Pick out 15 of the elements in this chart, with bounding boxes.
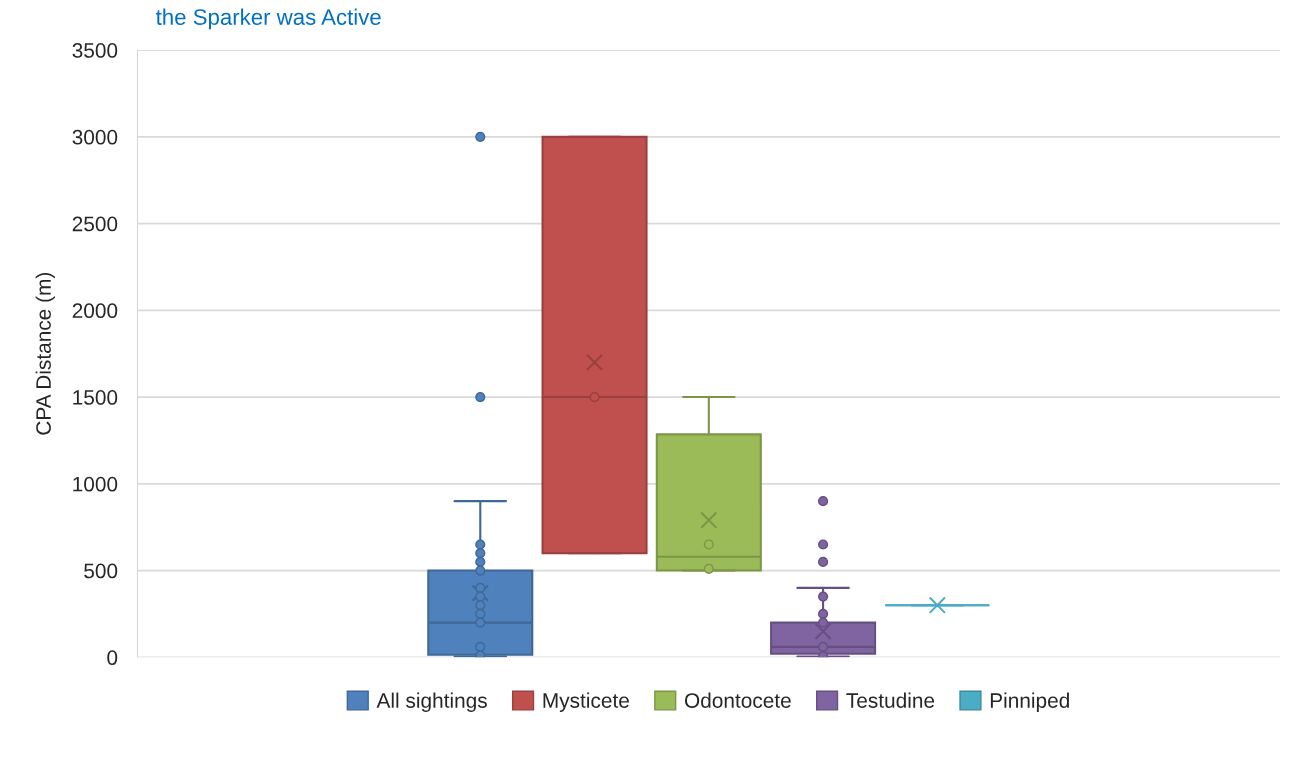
y-tick-label: 3500 <box>72 43 118 58</box>
y-tick-label: 500 <box>84 563 118 579</box>
y-tick-label: 2500 <box>72 216 118 232</box>
legend-label: Testudine <box>846 692 935 708</box>
y-tick-label: 1500 <box>73 390 118 405</box>
y-tick-label: 2000 <box>72 303 118 319</box>
y-tick-label: 3000 <box>72 129 118 145</box>
legend-label: Pinniped <box>990 692 1069 713</box>
y-tick-label: 1000 <box>73 476 118 492</box>
legend-label: Odontocete <box>684 692 791 708</box>
y-axis-title: CPA Distance (m) <box>35 272 56 435</box>
legend-label: All sightings <box>376 692 487 713</box>
chart-title: the Sparker was Active <box>155 8 381 30</box>
legend-label: Mysticete <box>543 692 629 713</box>
y-tick-label: 0 <box>107 650 118 666</box>
